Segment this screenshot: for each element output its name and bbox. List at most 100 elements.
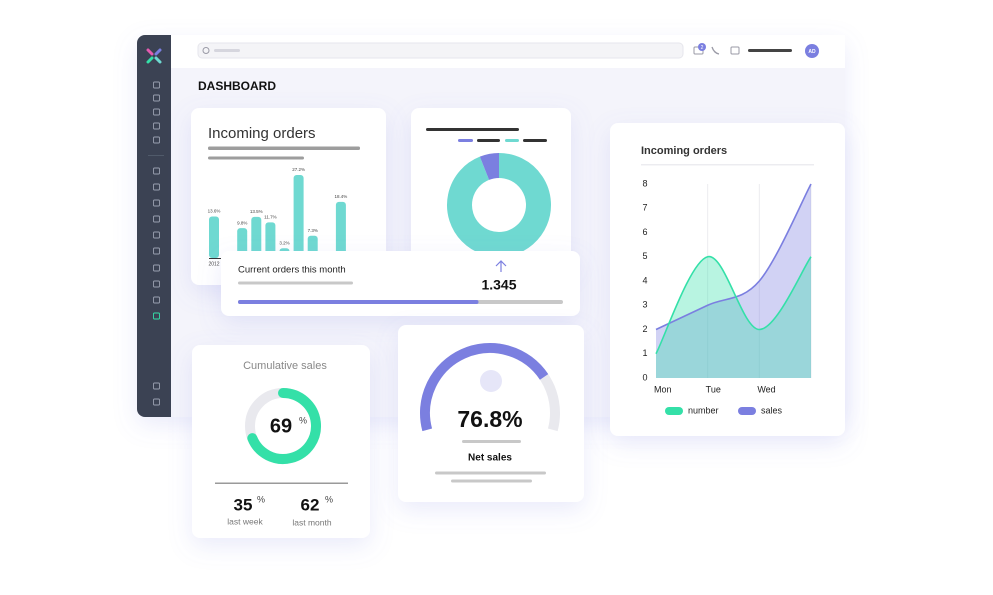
x-tick-label: Wed bbox=[757, 384, 775, 394]
divider bbox=[215, 482, 348, 484]
baseline bbox=[209, 258, 221, 259]
up-arrow bbox=[495, 260, 507, 272]
bar bbox=[237, 228, 248, 258]
sidebar-icon[interactable] bbox=[153, 136, 160, 144]
line-chart-card: Incoming orders 0 1 2 3 4 5 6 7 8 Mon Tue Wed number… bbox=[610, 123, 845, 436]
stat-label: last month bbox=[292, 517, 331, 527]
sidebar-icon[interactable] bbox=[153, 81, 160, 89]
bar-value-label: 18.4% bbox=[335, 194, 348, 199]
stat-value: 35 bbox=[234, 495, 253, 514]
y-tick-label: 4 bbox=[642, 275, 647, 285]
ring-arc bbox=[247, 388, 321, 464]
sidebar-icon[interactable] bbox=[153, 183, 160, 191]
x-tick-label: 2012 bbox=[208, 261, 219, 267]
legend-label: sales bbox=[761, 405, 783, 415]
sidebar-icon[interactable] bbox=[153, 398, 160, 406]
sidebar-icon[interactable] bbox=[153, 296, 160, 304]
sidebar-icon[interactable] bbox=[153, 215, 160, 223]
bar-value-label: 13.5% bbox=[250, 209, 263, 214]
bar bbox=[293, 175, 304, 258]
donut-slice bbox=[447, 153, 551, 257]
bar-value-label: 11.7% bbox=[264, 215, 276, 220]
placeholder-line bbox=[435, 471, 546, 475]
placeholder-line bbox=[462, 440, 521, 443]
sidebar-icon[interactable] bbox=[153, 312, 160, 320]
line bbox=[655, 183, 812, 331]
sidebar-icon[interactable] bbox=[153, 247, 160, 255]
sidebar-divider bbox=[148, 155, 164, 156]
search-icon bbox=[202, 47, 210, 54]
area bbox=[656, 184, 811, 378]
sidebar-icon[interactable] bbox=[153, 382, 160, 390]
card bbox=[221, 251, 580, 316]
sidebar-icon[interactable] bbox=[153, 94, 160, 102]
chat-icon[interactable] bbox=[730, 46, 740, 55]
title-divider bbox=[641, 164, 814, 166]
donut-card bbox=[411, 108, 571, 268]
placeholder-line bbox=[208, 146, 360, 150]
net-sales-card: 76.8% Net sales bbox=[398, 325, 584, 502]
sidebar-icons bbox=[148, 81, 164, 406]
logo-stroke bbox=[146, 56, 154, 64]
gauge-label: Net sales bbox=[468, 453, 512, 464]
stat-label: last week bbox=[227, 516, 263, 526]
orders-value: 1.345 bbox=[481, 277, 516, 293]
stat-unit: % bbox=[257, 494, 265, 504]
incoming-orders-bar-card: Incoming orders 13.6% 2012 9.8% 13.5%11.7% 3… bbox=[191, 108, 386, 285]
line bbox=[655, 255, 812, 355]
legend-placeholder bbox=[477, 139, 500, 142]
bar bbox=[209, 216, 219, 258]
sidebar-icon[interactable] bbox=[153, 231, 160, 239]
phone-icon[interactable] bbox=[711, 46, 720, 55]
placeholder-line bbox=[208, 156, 304, 160]
current-orders-card: Current orders this month 1.345 bbox=[221, 251, 580, 316]
area bbox=[656, 256, 811, 378]
y-tick-label: 5 bbox=[642, 251, 647, 261]
x-tick-label: Tue bbox=[706, 384, 721, 394]
y-tick-label: 7 bbox=[642, 203, 647, 213]
placeholder-line bbox=[451, 479, 532, 483]
y-tick-label: 3 bbox=[642, 300, 647, 310]
legend-label: number bbox=[688, 405, 719, 415]
logo-stroke bbox=[154, 56, 162, 64]
donut-slice bbox=[479, 153, 500, 181]
page-title: DASHBOARD bbox=[198, 79, 276, 93]
avatar[interactable] bbox=[805, 44, 819, 58]
bar bbox=[251, 216, 262, 258]
placeholder-line bbox=[426, 128, 519, 131]
bar bbox=[335, 201, 346, 258]
user-name bbox=[748, 49, 792, 52]
progress-fill bbox=[238, 300, 479, 304]
gauge-arc bbox=[420, 343, 549, 432]
sidebar-icon[interactable] bbox=[153, 122, 160, 130]
gauge-value: 76.8% bbox=[457, 406, 522, 432]
bar-value-label: 27.2% bbox=[292, 167, 305, 172]
logo-stroke bbox=[154, 48, 162, 56]
search-placeholder bbox=[214, 49, 240, 52]
card-title: Incoming orders bbox=[208, 125, 316, 142]
cumulative-sales-card: Cumulative sales 69 % 35 % last week 62 … bbox=[192, 345, 370, 538]
legend-swatch bbox=[665, 407, 683, 415]
bar bbox=[265, 222, 276, 258]
legend-swatch bbox=[738, 407, 756, 415]
card bbox=[192, 345, 370, 538]
sidebar-icon[interactable] bbox=[153, 264, 160, 272]
sidebar-icon[interactable] bbox=[153, 167, 160, 175]
search-box[interactable] bbox=[197, 42, 684, 59]
logo-stroke bbox=[146, 48, 154, 56]
ring-unit: % bbox=[299, 415, 307, 425]
legend-swatch bbox=[458, 139, 473, 142]
stat-value: 62 bbox=[301, 495, 320, 514]
y-tick-label: 6 bbox=[642, 227, 647, 237]
card-title: Cumulative sales bbox=[243, 360, 327, 372]
chart-title: Incoming orders bbox=[641, 145, 727, 157]
avatar-initials: AD bbox=[808, 49, 816, 55]
sidebar-icon[interactable] bbox=[153, 280, 160, 288]
ring-value: 69 bbox=[270, 415, 292, 437]
y-tick-label: 0 bbox=[642, 372, 647, 382]
sidebar-icon[interactable] bbox=[153, 199, 160, 207]
bar-value-label: 9.8% bbox=[237, 220, 247, 225]
sidebar-icon[interactable] bbox=[153, 108, 160, 116]
sidebar bbox=[137, 35, 171, 417]
